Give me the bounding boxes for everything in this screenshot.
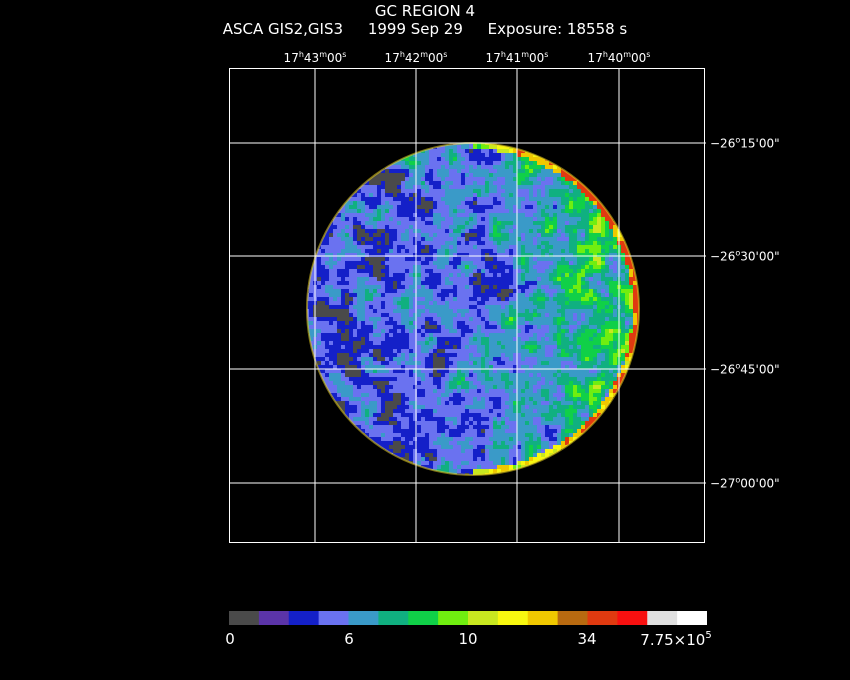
colorbar-swatch	[587, 611, 618, 625]
image-title: GC REGION 4	[374, 2, 476, 20]
sky-image-plot	[229, 68, 706, 543]
ra-label: 17h42m00s	[384, 50, 448, 65]
colorbar-swatch	[438, 611, 469, 625]
colorbar-swatch	[318, 611, 350, 625]
color-scale-bar	[229, 611, 707, 625]
instrument-label: ASCA GIS2,GIS3	[222, 20, 344, 38]
colorbar-label: 10	[458, 630, 478, 648]
ra-label: 17h41m00s	[485, 50, 549, 65]
colorbar-swatch	[557, 611, 589, 625]
colorbar-label: 6	[344, 630, 354, 648]
ra-label: 17h40m00s	[587, 50, 651, 65]
colorbar-swatch	[258, 611, 290, 625]
colorbar-swatch	[408, 611, 439, 625]
dec-label: −27o00'00"	[710, 475, 780, 491]
colorbar-swatch	[348, 611, 379, 625]
image-subtitle: ASCA GIS2,GIS3 1999 Sep 29 Exposure: 185…	[0, 20, 850, 38]
colorbar-swatch	[468, 611, 499, 625]
colorbar-label: 0	[225, 630, 235, 648]
x-ray-intensity-map	[307, 143, 639, 475]
dec-label: −26o15'00"	[710, 135, 780, 151]
colorbar-swatch	[617, 611, 648, 625]
colorbar-swatch	[527, 611, 559, 625]
colorbar-swatch	[677, 611, 707, 625]
colorbar-swatch	[497, 611, 529, 625]
colorbar-max-label: 7.75×105	[640, 630, 712, 649]
exposure-label: Exposure: 18558 s	[487, 20, 628, 38]
dec-label: −26o45'00"	[710, 361, 780, 377]
colorbar-label: 34	[577, 630, 597, 648]
colorbar-swatch	[647, 611, 678, 625]
ra-label: 17h43m00s	[283, 50, 347, 65]
dec-label: −26o30'00"	[710, 248, 780, 264]
observation-date: 1999 Sep 29	[367, 20, 463, 38]
colorbar-swatch	[229, 611, 260, 625]
colorbar-swatch	[288, 611, 320, 625]
coordinate-grid	[229, 68, 705, 543]
colorbar-swatch	[378, 611, 409, 625]
